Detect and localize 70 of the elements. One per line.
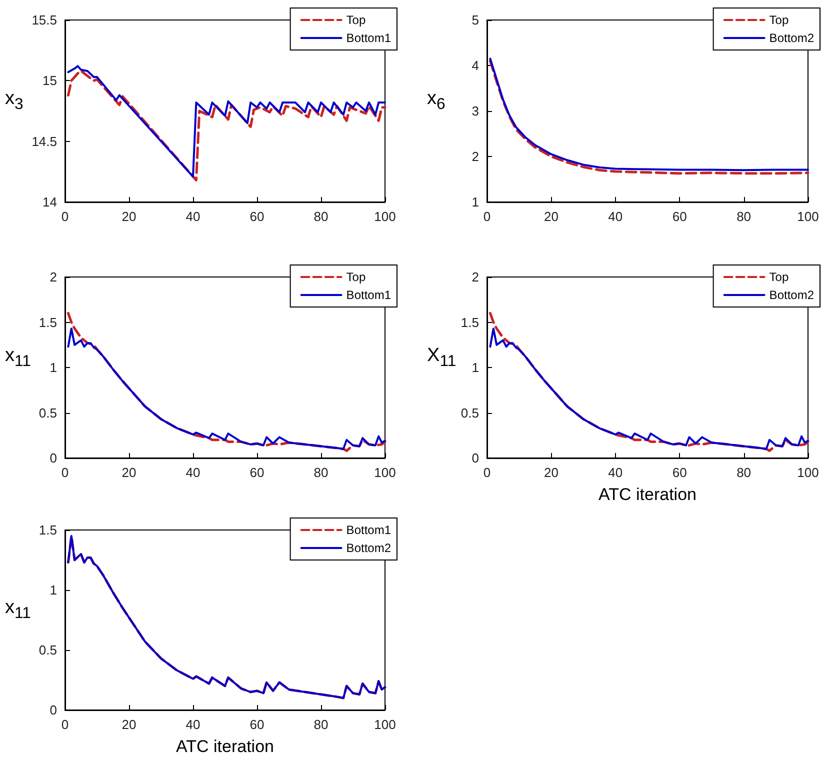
legend-label: Top bbox=[769, 13, 789, 27]
x-tick-label: 100 bbox=[374, 209, 396, 224]
x-tick-label: 100 bbox=[797, 465, 819, 480]
legend-label: Top bbox=[346, 13, 366, 27]
y-tick-label: 1.5 bbox=[38, 522, 57, 538]
y-tick-label: 14.5 bbox=[32, 134, 57, 149]
x-tick-label: 40 bbox=[186, 209, 200, 224]
x-tick-label: 100 bbox=[374, 717, 396, 732]
y-tick-label: 0.5 bbox=[38, 405, 57, 420]
y-tick-label: 1.5 bbox=[460, 314, 479, 330]
legend-label: Bottom1 bbox=[346, 288, 392, 302]
legend-label: Bottom2 bbox=[769, 288, 814, 302]
x-tick-label: 40 bbox=[608, 465, 623, 480]
y-tick-label: 1 bbox=[472, 360, 479, 375]
y-axis-title: x$_{11}$ bbox=[5, 596, 31, 624]
x-tick-label: 20 bbox=[122, 209, 136, 224]
y-tick-label: 4 bbox=[472, 58, 479, 73]
y-tick-label: 15 bbox=[42, 73, 57, 88]
y-tick-label: 2 bbox=[472, 149, 479, 164]
x-tick-label: 80 bbox=[736, 465, 752, 480]
y-tick-label: 0.5 bbox=[38, 642, 57, 658]
y-tick-label: 2 bbox=[472, 270, 479, 284]
y-tick-label: 0 bbox=[472, 450, 479, 466]
legend-label: Top bbox=[769, 270, 789, 284]
x-tick-label: 0 bbox=[483, 465, 491, 480]
x-tick-label: 40 bbox=[608, 209, 623, 224]
x-axis-title: ATC iteration bbox=[176, 737, 274, 756]
x-tick-label: 60 bbox=[250, 209, 264, 224]
y-axis-title: X$_{11}$ bbox=[427, 344, 456, 372]
x-tick-label: 60 bbox=[672, 465, 687, 480]
legend-label: Bottom2 bbox=[769, 31, 814, 45]
x-tick-label: 80 bbox=[736, 209, 752, 224]
y-tick-label: 15.5 bbox=[32, 12, 57, 28]
y-tick-label: 1 bbox=[50, 582, 57, 598]
y-tick-label: 0.5 bbox=[460, 405, 479, 420]
x-tick-label: 60 bbox=[672, 209, 687, 224]
x-tick-label: 20 bbox=[122, 465, 136, 480]
x-axis-title: ATC iteration bbox=[598, 485, 696, 504]
legend-label: Bottom1 bbox=[346, 31, 392, 45]
y-tick-label: 0 bbox=[50, 702, 57, 718]
x-tick-label: 60 bbox=[250, 717, 264, 732]
x-tick-label: 80 bbox=[314, 209, 328, 224]
y-axis-title: x$_{3}$ bbox=[5, 87, 24, 115]
y-axis-title: x$_{11}$ bbox=[5, 344, 31, 372]
x-tick-label: 20 bbox=[544, 465, 558, 480]
x-tick-label: 0 bbox=[61, 717, 69, 732]
x-tick-label: 40 bbox=[186, 717, 200, 732]
x-tick-label: 100 bbox=[374, 465, 396, 480]
x-tick-label: 80 bbox=[314, 465, 328, 480]
y-tick-label: 3 bbox=[472, 104, 479, 118]
x-tick-label: 100 bbox=[797, 209, 819, 224]
y-tick-label: 2 bbox=[50, 270, 57, 284]
legend-label: Bottom2 bbox=[346, 541, 392, 555]
y-tick-label: 1 bbox=[472, 194, 479, 210]
y-axis-title: x$_{6}$ bbox=[427, 87, 446, 115]
x-tick-label: 40 bbox=[186, 465, 200, 480]
legend-label: Bottom1 bbox=[346, 523, 392, 537]
x-tick-label: 60 bbox=[250, 465, 264, 480]
x-tick-label: 80 bbox=[314, 717, 328, 732]
y-tick-label: 1 bbox=[50, 360, 57, 375]
y-tick-label: 5 bbox=[472, 12, 479, 28]
y-tick-label: 1.5 bbox=[38, 314, 57, 330]
x-tick-label: 0 bbox=[483, 209, 491, 224]
x-tick-label: 20 bbox=[122, 717, 136, 732]
y-tick-label: 0 bbox=[50, 450, 57, 466]
legend-label: Top bbox=[346, 270, 366, 284]
x-tick-label: 0 bbox=[61, 209, 69, 224]
x-tick-label: 0 bbox=[61, 465, 69, 480]
x-tick-label: 20 bbox=[544, 209, 558, 224]
y-tick-label: 14 bbox=[42, 194, 57, 210]
